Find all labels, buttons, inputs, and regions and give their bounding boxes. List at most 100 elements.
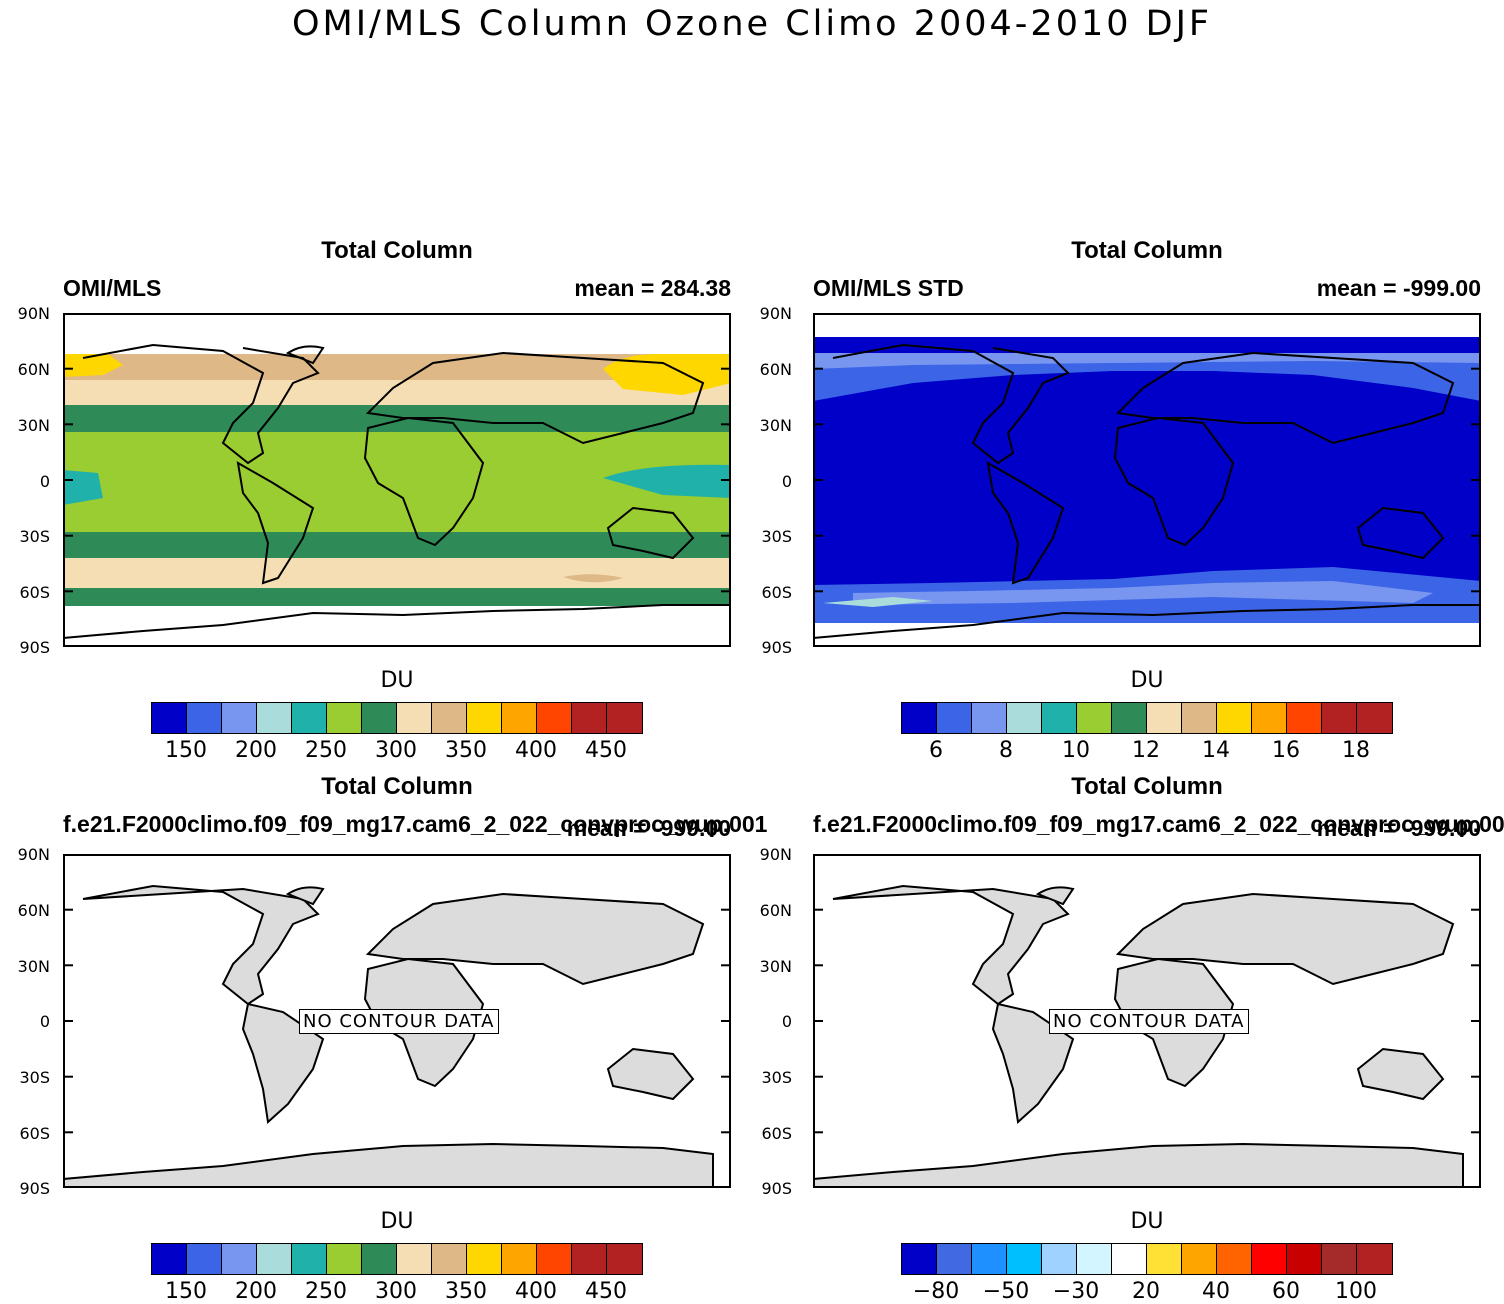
panel-1-colorbar-boxes (151, 702, 643, 734)
colorbar-swatch (1182, 1244, 1217, 1274)
panel-4-ytick-30s: 30S (761, 1068, 792, 1087)
panel-3-units: DU (380, 1209, 414, 1234)
panel-4-cbar-label: −80 (912, 1279, 960, 1304)
panel-2-map (813, 313, 1481, 647)
panel-3-land (63, 884, 714, 1188)
panel-1-cbar-label: 350 (445, 738, 487, 763)
colorbar-swatch (1042, 1244, 1077, 1274)
colorbar-swatch (187, 703, 222, 733)
colorbar-swatch (1287, 1244, 1322, 1274)
colorbar-swatch (257, 703, 292, 733)
panel-4-title: Total Column (1071, 773, 1223, 800)
panel-4-cbar-label: −50 (982, 1279, 1030, 1304)
panel-3-map: NO CONTOUR DATA (63, 854, 731, 1188)
panel-2-cbar-label: 8 (999, 738, 1013, 763)
panel-2-units: DU (1130, 668, 1164, 693)
panel-3-title: Total Column (321, 773, 473, 800)
panel-3-ytick-30s: 30S (19, 1068, 50, 1087)
colorbar-swatch (572, 1244, 607, 1274)
colorbar-swatch (292, 703, 327, 733)
panel-1-ytick-60n: 60N (17, 360, 50, 379)
panel-4-units: DU (1130, 1209, 1164, 1234)
colorbar-swatch (1252, 1244, 1287, 1274)
panel-1-ytick-30s: 30S (19, 527, 50, 546)
colorbar-swatch (1252, 703, 1287, 733)
colorbar-swatch (257, 1244, 292, 1274)
panel-2-ytick-90s: 90S (761, 638, 792, 657)
colorbar-swatch (607, 703, 642, 733)
colorbar-swatch (362, 703, 397, 733)
colorbar-swatch (397, 703, 432, 733)
colorbar-swatch (607, 1244, 642, 1274)
panel-4-ytick-0: 0 (781, 1012, 792, 1031)
panel-1-mean: mean = 284.38 (574, 275, 731, 301)
panel-4-ytick-60s: 60S (761, 1124, 792, 1143)
colorbar-swatch (1112, 703, 1147, 733)
std-south-light-band (853, 581, 1433, 605)
band-green-south (63, 532, 731, 558)
colorbar-swatch (1007, 703, 1042, 733)
colorbar-swatch (432, 1244, 467, 1274)
panel-2-mean: mean = -999.00 (1316, 275, 1481, 301)
colorbar-swatch (152, 703, 187, 733)
colorbar-swatch (502, 1244, 537, 1274)
colorbar-swatch (972, 1244, 1007, 1274)
panel-4-ytick-90s: 90S (761, 1179, 792, 1198)
panel-1-map (63, 313, 731, 647)
panel-2-cbar-label: 16 (1272, 738, 1300, 763)
panel-1-ytick-30n: 30N (17, 416, 50, 435)
panel-2-ytick-30n: 30N (759, 416, 792, 435)
panel-1-coastlines (63, 343, 731, 639)
colorbar-swatch (432, 703, 467, 733)
colorbar-swatch (1322, 703, 1357, 733)
panel-4-map: NO CONTOUR DATA (813, 854, 1481, 1188)
panel-3-frame (63, 854, 731, 1188)
panel-4-no-data-label: NO CONTOUR DATA (1049, 1009, 1249, 1034)
panel-2-title: Total Column (1071, 237, 1223, 264)
panel-1-cbar-label: 150 (165, 738, 207, 763)
panel-2-ytick-30s: 30S (761, 527, 792, 546)
panel-4-cbar-label: 40 (1202, 1279, 1230, 1304)
panel-3-ytick-90s: 90S (19, 1179, 50, 1198)
panel-3-cbar-label: 250 (305, 1279, 347, 1304)
panel-1-ytick-90s: 90S (19, 638, 50, 657)
colorbar-swatch (1217, 1244, 1252, 1274)
colorbar-swatch (222, 703, 257, 733)
panel-2-cbar-label: 12 (1132, 738, 1160, 763)
colorbar-swatch (1112, 1244, 1147, 1274)
panel-2-colorbar-boxes (901, 702, 1393, 734)
panel-4-left-string: f.e21.F2000climo.f09_f09_mg17.cam6_2_022… (813, 811, 1504, 837)
panel-3-no-data-label: NO CONTOUR DATA (299, 1009, 499, 1034)
colorbar-swatch (1217, 703, 1252, 733)
panel-3-cbar-label: 400 (515, 1279, 557, 1304)
panel-1-title: Total Column (321, 237, 473, 264)
panel-1-ytick-90n: 90N (17, 304, 50, 323)
panel-1-cbar-label: 200 (235, 738, 277, 763)
panel-3-ytick-90n: 90N (17, 845, 50, 864)
panel-3-cbar-label: 300 (375, 1279, 417, 1304)
panel-3-cbar-label: 200 (235, 1279, 277, 1304)
panel-2-ytick-0: 0 (781, 472, 792, 491)
panel-4-ytick-30n: 30N (759, 957, 792, 976)
panel-2-ytick-90n: 90N (759, 304, 792, 323)
colorbar-swatch (327, 1244, 362, 1274)
colorbar-swatch (572, 703, 607, 733)
band-high-lat-south (63, 588, 731, 606)
colorbar-swatch (1357, 703, 1392, 733)
colorbar-swatch (397, 1244, 432, 1274)
colorbar-swatch (1182, 703, 1217, 733)
colorbar-swatch (1287, 703, 1322, 733)
panel-4-cbar-label: −30 (1052, 1279, 1100, 1304)
panel-3-cbar-label: 450 (585, 1279, 627, 1304)
panel-3-ytick-60n: 60N (17, 901, 50, 920)
band-mid-lat-south (63, 558, 731, 588)
panel-2-ytick-60n: 60N (759, 360, 792, 379)
panel-2-left-string: OMI/MLS STD (813, 275, 964, 301)
panel-4-ytick-90n: 90N (759, 845, 792, 864)
panel-1-ytick-60s: 60S (19, 583, 50, 602)
panel-4-cbar-label: 60 (1272, 1279, 1300, 1304)
colorbar-swatch (537, 1244, 572, 1274)
panel-1-cbar-label: 300 (375, 738, 417, 763)
panel-1-ytick-0: 0 (39, 472, 50, 491)
colorbar-swatch (902, 1244, 937, 1274)
